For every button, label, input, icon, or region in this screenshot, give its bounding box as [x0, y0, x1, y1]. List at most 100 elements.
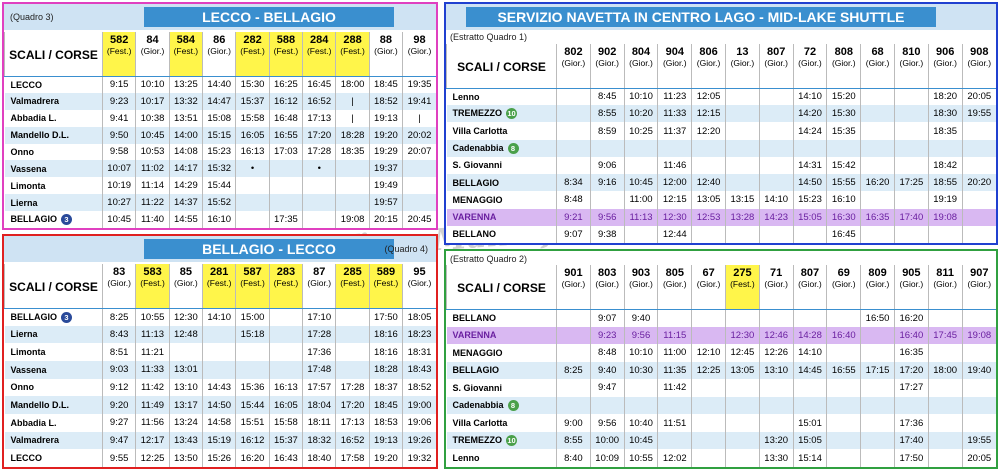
- stop-cell: S. Giovanni: [447, 157, 557, 174]
- time-cell: 14:24: [792, 122, 827, 140]
- run-number: 69: [837, 267, 850, 279]
- tbody: LECCO 9:15 10:10 13:25 14:40 15:30 16:25 16:45 1…: [4, 76, 436, 228]
- stop-row: BELLAGIO 3 10:45 11:40 14:55 16:10 17:35 19:08 2…: [5, 211, 436, 228]
- run-header: 582 (Fest.): [101, 32, 136, 77]
- time-cell: 19:32: [402, 449, 436, 467]
- time-cell: [335, 360, 370, 379]
- time-cell: 16:30: [826, 208, 861, 226]
- time-cell: 19:57: [368, 194, 403, 211]
- stop-cell: TREMEZZO 10: [446, 431, 557, 450]
- run-type: (Gior.): [696, 279, 721, 289]
- time-cell: 8:45: [589, 88, 625, 106]
- time-cell: 13:10: [168, 378, 203, 397]
- time-cell: 19:20: [368, 126, 403, 144]
- time-cell: 9:00: [556, 414, 591, 432]
- run-type: (Gior.): [374, 46, 398, 56]
- time-cell: 12:17: [135, 431, 170, 450]
- stop-cell: Limonta: [5, 177, 103, 194]
- time-cell: 15:42: [826, 156, 861, 175]
- run-type: (Gior.): [764, 279, 788, 289]
- run-type: (Gior.): [561, 58, 586, 68]
- time-cell: 16:52: [302, 92, 336, 110]
- time-cell: [792, 379, 827, 397]
- time-cell: [402, 194, 436, 211]
- stop-name: Limonta: [10, 180, 46, 191]
- time-cell: 13:15: [724, 191, 760, 209]
- time-cell: 10:10: [623, 344, 658, 362]
- time-cell: 17:50: [368, 308, 403, 326]
- run-number: 901: [564, 267, 583, 279]
- time-cell: [724, 309, 760, 327]
- stop-cell: Vassena: [4, 160, 103, 178]
- run-header: 68 (Gior.): [860, 44, 895, 89]
- run-type: (Fest.): [373, 278, 399, 288]
- time-cell: [589, 139, 625, 157]
- time-cell: 12:00: [657, 174, 692, 192]
- time-cell: [556, 344, 591, 362]
- time-cell: 17:48: [302, 360, 336, 379]
- run-header: 282 (Fest.): [235, 32, 270, 77]
- time-cell: 15:37: [268, 431, 303, 450]
- run-header: 907 (Gior.): [961, 265, 996, 310]
- run-header: 903 (Gior.): [623, 265, 658, 310]
- time-cell: 12:44: [657, 225, 692, 243]
- stop-name: Limonta: [10, 347, 46, 358]
- run-header: 288 (Fest.): [335, 32, 370, 77]
- run-header: 901 (Gior.): [556, 265, 591, 310]
- time-cell: 11:00: [623, 191, 658, 209]
- run-header: 281 (Fest.): [202, 264, 236, 309]
- stop-cell: Mandello D.L.: [4, 126, 103, 144]
- stop-row: Abbadia L. 9:41 10:38 13:51 15:08 15:58 16:48 1…: [5, 109, 436, 127]
- time-cell: [202, 360, 236, 379]
- run-header: 804 (Gior.): [623, 44, 658, 89]
- run-type: (Gior.): [561, 279, 586, 289]
- run-type: (Gior.): [967, 58, 992, 68]
- time-cell: 20:05: [961, 88, 996, 106]
- stop-badge: 8: [507, 400, 519, 411]
- time-cell: 18:16: [368, 325, 403, 344]
- time-cell: [961, 396, 996, 415]
- stop-cell: Villa Carlotta: [447, 414, 557, 432]
- time-cell: 10:45: [623, 431, 658, 450]
- run-type: (Gior.): [730, 58, 755, 68]
- time-cell: [758, 139, 794, 157]
- stop-cell: BELLANO: [447, 309, 557, 327]
- time-cell: 17:40: [893, 431, 929, 450]
- time-cell: 18:40: [302, 449, 336, 467]
- time-cell: [691, 431, 726, 450]
- time-cell: 17:13: [302, 109, 336, 127]
- time-cell: 17:27: [893, 379, 929, 397]
- run-number: 808: [834, 46, 853, 58]
- run-type: (Gior.): [595, 279, 619, 289]
- time-cell: 15:23: [792, 191, 827, 209]
- corner-label: SCALI / CORSE: [4, 264, 103, 309]
- stop-row: BELLAGIO 8:34 9:16 10:45 12:00 12:40 14:50 15:5…: [446, 174, 996, 192]
- time-cell: 17:57: [302, 378, 336, 397]
- time-cell: 20:15: [368, 211, 403, 228]
- time-cell: [402, 177, 436, 195]
- time-cell: [268, 360, 303, 379]
- time-cell: 14:37: [168, 194, 203, 211]
- time-cell: 19:29: [368, 143, 403, 161]
- thead: SCALI / CORSE 901 (Gior.) 803 (Gior.) 903 (Gio…: [446, 265, 996, 310]
- panel-title: SERVIZIO NAVETTA IN CENTRO LAGO - MID-LA…: [466, 7, 936, 27]
- stop-row: Cadenabbia 8: [446, 396, 996, 415]
- time-cell: [826, 449, 861, 467]
- run-number: 803: [598, 267, 617, 279]
- time-cell: 15:23: [202, 143, 236, 161]
- run-type: (Gior.): [831, 279, 856, 289]
- time-cell: [302, 177, 336, 195]
- time-cell: 16:13: [235, 143, 270, 161]
- time-cell: [724, 379, 760, 397]
- stop-row: Limonta 8:51 11:21 17:36 18:16 18:31: [5, 343, 436, 361]
- time-cell: 16:20: [235, 449, 270, 467]
- time-cell: [268, 343, 303, 361]
- run-type: (Gior.): [207, 46, 232, 56]
- time-cell: [758, 309, 794, 327]
- time-cell: [826, 431, 861, 450]
- time-cell: [927, 431, 963, 450]
- time-cell: 17:20: [335, 396, 370, 414]
- time-cell: [792, 139, 827, 157]
- time-cell: 15:26: [202, 449, 236, 467]
- time-cell: [691, 139, 726, 157]
